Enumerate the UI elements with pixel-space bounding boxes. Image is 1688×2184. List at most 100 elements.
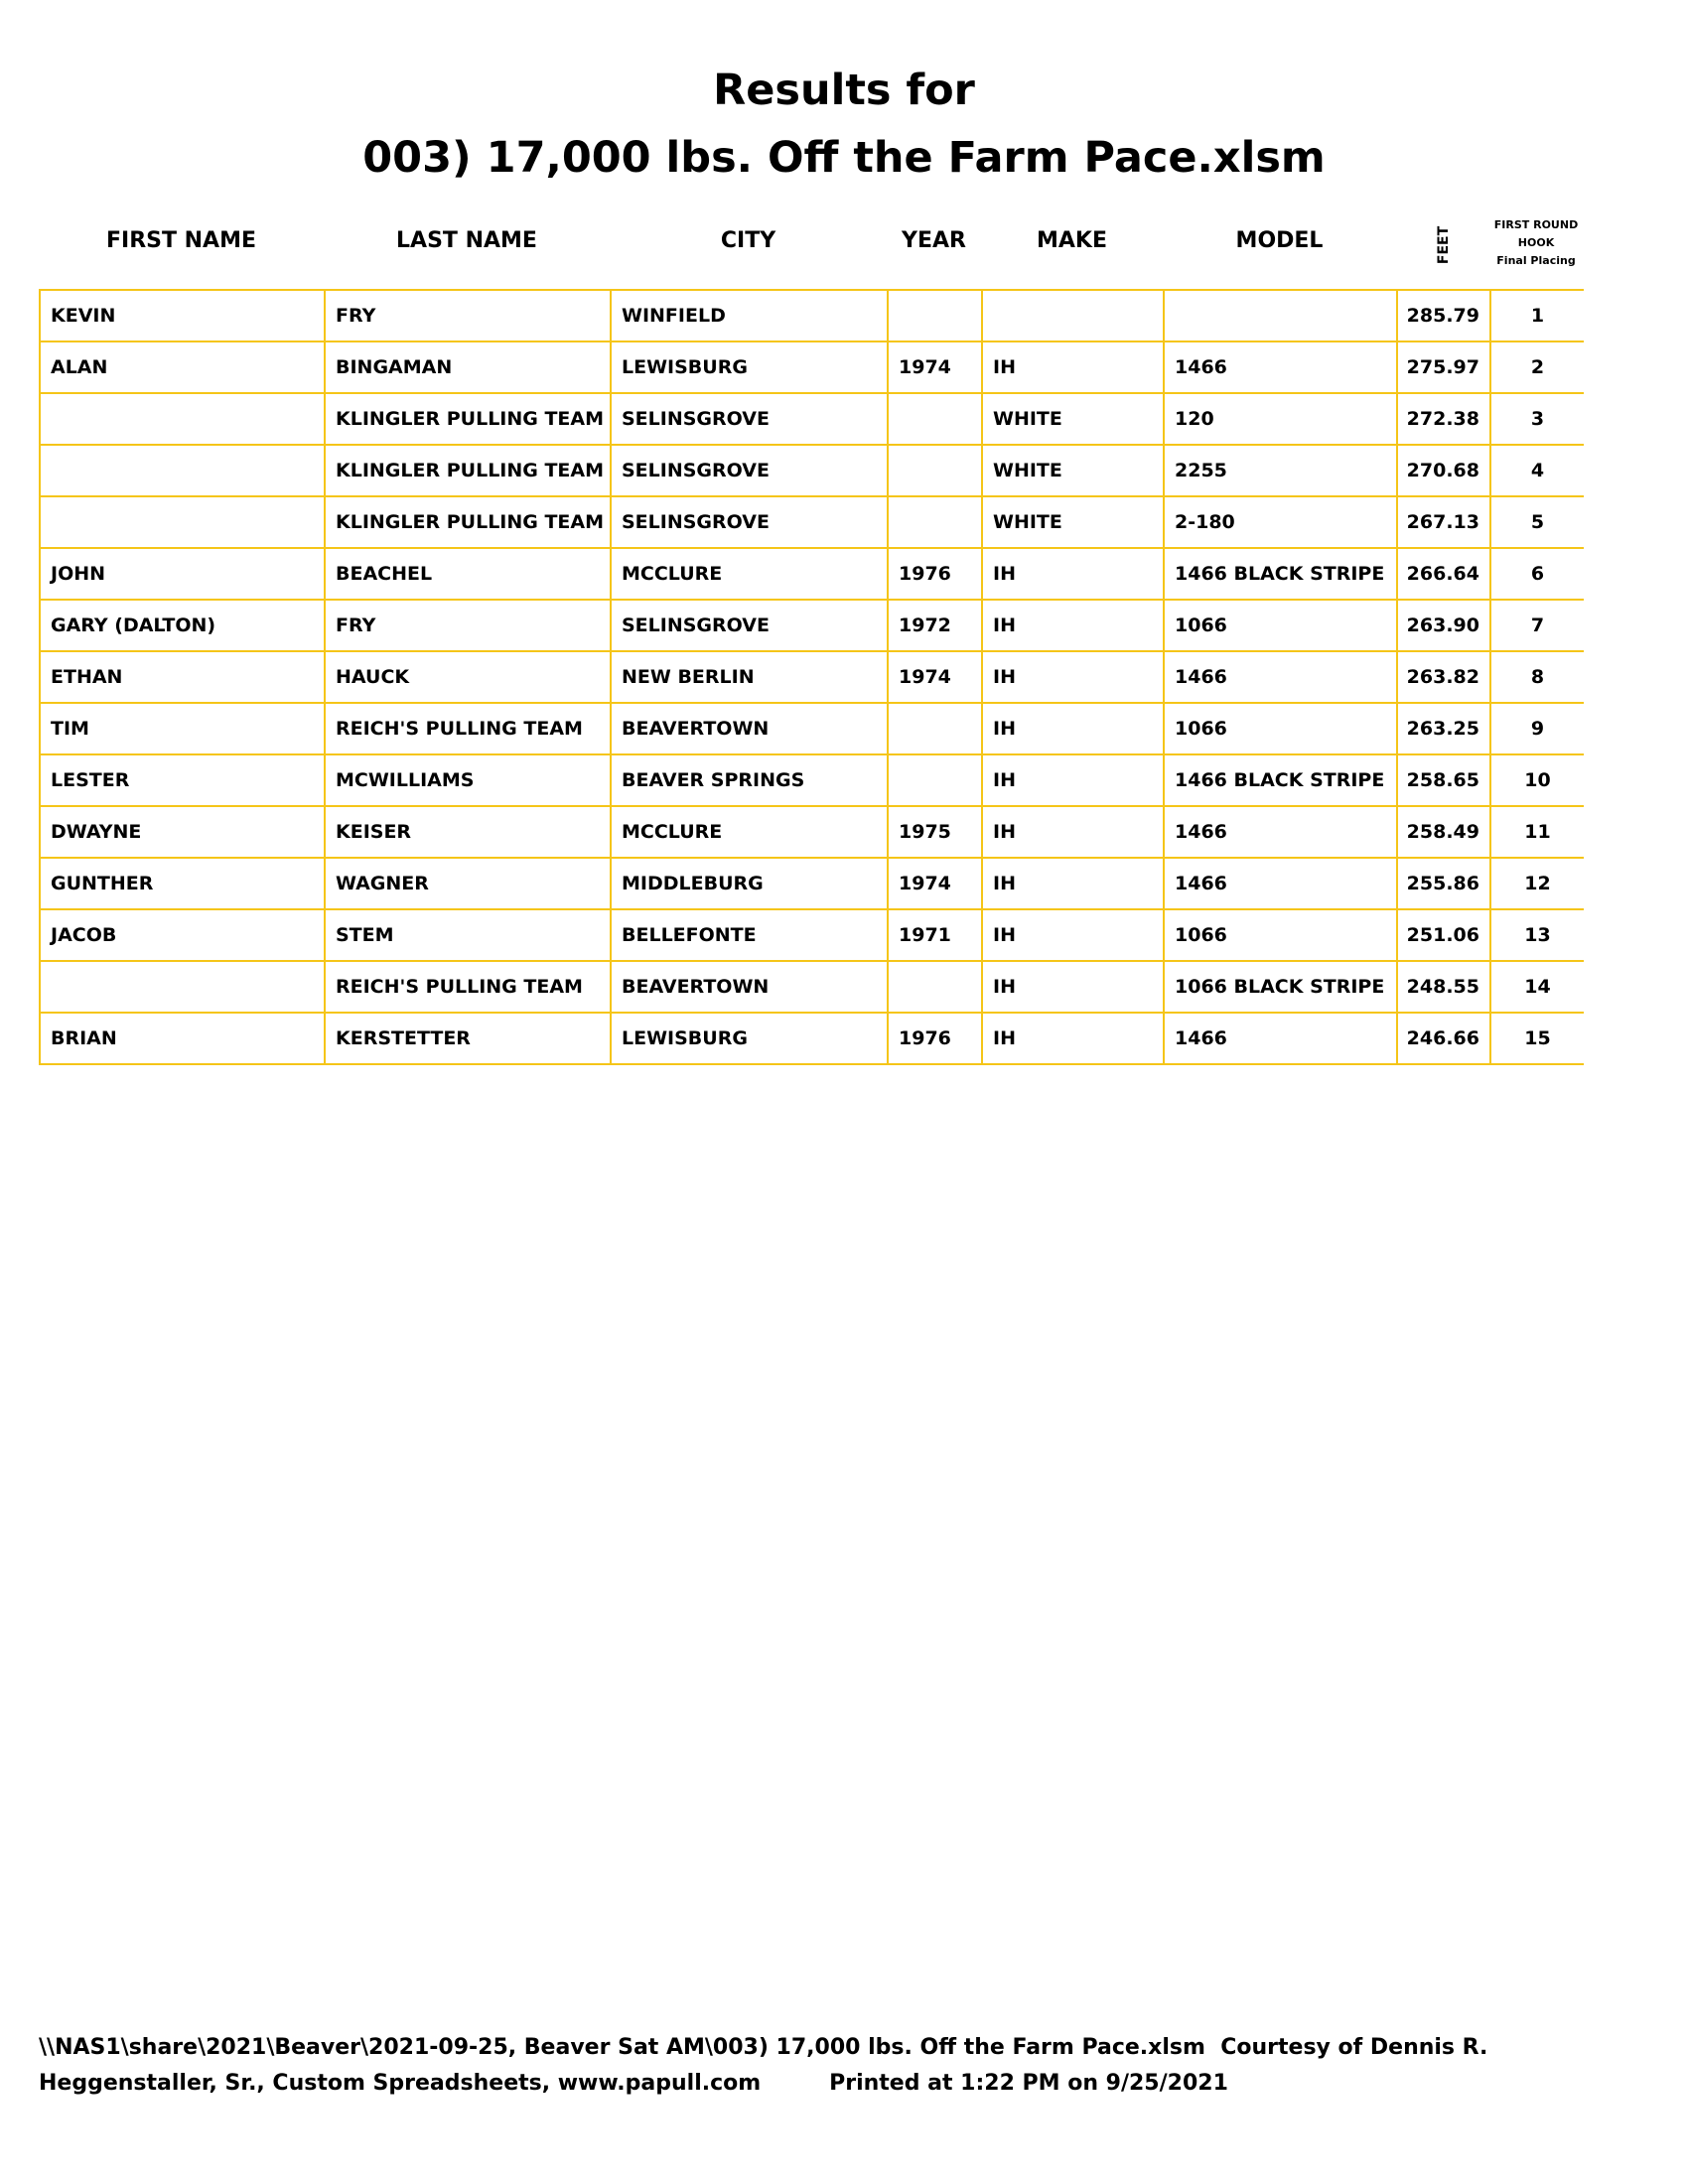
table-row: KLINGLER PULLING TEAM SELINSGROVE WHITE 120…	[39, 392, 1584, 446]
cell-make: IH	[981, 753, 1165, 807]
cell-placing: 8	[1489, 650, 1584, 704]
cell-model: 1066 BLACK STRIPE	[1163, 960, 1398, 1014]
cell-year	[887, 702, 983, 755]
cell-model: 1466	[1163, 650, 1398, 704]
cell-city: SELINSGROVE	[610, 599, 889, 652]
cell-last-name: BEACHEL	[324, 547, 612, 601]
cell-placing: 10	[1489, 753, 1584, 807]
cell-city: MCCLURE	[610, 805, 889, 859]
cell-city: WINFIELD	[610, 289, 889, 342]
cell-first-name: GARY (DALTON)	[39, 599, 326, 652]
cell-city: MIDDLEBURG	[610, 857, 889, 910]
cell-make: IH	[981, 960, 1165, 1014]
cell-last-name: FRY	[324, 599, 612, 652]
cell-year	[887, 289, 983, 342]
cell-feet: 251.06	[1396, 908, 1491, 962]
cell-first-name: BRIAN	[39, 1012, 326, 1065]
cell-year: 1976	[887, 547, 983, 601]
cell-feet: 285.79	[1396, 289, 1491, 342]
cell-feet: 258.65	[1396, 753, 1491, 807]
cell-first-name	[39, 444, 326, 497]
table-row: KLINGLER PULLING TEAM SELINSGROVE WHITE 225…	[39, 444, 1584, 497]
cell-city: SELINSGROVE	[610, 495, 889, 549]
cell-model: 1466	[1163, 857, 1398, 910]
cell-city: BEAVER SPRINGS	[610, 753, 889, 807]
cell-first-name: TIM	[39, 702, 326, 755]
cell-placing: 2	[1489, 341, 1584, 394]
footer-line-1: \\NAS1\share\2021\Beaver\2021-09-25, Bea…	[39, 2035, 1488, 2060]
cell-model: 1066	[1163, 702, 1398, 755]
cell-model: 1466 BLACK STRIPE	[1163, 753, 1398, 807]
cell-year	[887, 753, 983, 807]
cell-placing: 7	[1489, 599, 1584, 652]
cell-year: 1972	[887, 599, 983, 652]
header-feet: FEET	[1424, 220, 1464, 270]
header-placing-line-1: FIRST ROUND	[1493, 218, 1579, 231]
cell-make: IH	[981, 857, 1165, 910]
cell-year	[887, 444, 983, 497]
table-row: GUNTHER WAGNER MIDDLEBURG 1974 IH 1466 255.86 1…	[39, 857, 1584, 910]
cell-placing: 5	[1489, 495, 1584, 549]
cell-model: 1066	[1163, 599, 1398, 652]
cell-feet: 248.55	[1396, 960, 1491, 1014]
cell-first-name: JACOB	[39, 908, 326, 962]
table-row: JOHN BEACHEL MCCLURE 1976 IH 1466 BLACK STRIP…	[39, 547, 1584, 601]
cell-city: LEWISBURG	[610, 341, 889, 394]
cell-first-name	[39, 495, 326, 549]
cell-feet: 266.64	[1396, 547, 1491, 601]
table-row: LESTER MCWILLIAMS BEAVER SPRINGS IH 1466 BLA…	[39, 753, 1584, 807]
table-row: ETHAN HAUCK NEW BERLIN 1974 IH 1466 263.82 8	[39, 650, 1584, 704]
cell-make	[981, 289, 1165, 342]
cell-make: IH	[981, 805, 1165, 859]
cell-placing: 4	[1489, 444, 1584, 497]
cell-placing: 1	[1489, 289, 1584, 342]
cell-feet: 267.13	[1396, 495, 1491, 549]
cell-model: 120	[1163, 392, 1398, 446]
table-row: GARY (DALTON) FRY SELINSGROVE 1972 IH 1066 263…	[39, 599, 1584, 652]
cell-last-name: FRY	[324, 289, 612, 342]
cell-last-name: MCWILLIAMS	[324, 753, 612, 807]
cell-last-name: KLINGLER PULLING TEAM	[324, 495, 612, 549]
cell-first-name: JOHN	[39, 547, 326, 601]
cell-last-name: KEISER	[324, 805, 612, 859]
title-line-1: Results for	[713, 66, 975, 115]
cell-placing: 14	[1489, 960, 1584, 1014]
cell-placing: 13	[1489, 908, 1584, 962]
header-model: MODEL	[1235, 228, 1324, 253]
cell-placing: 3	[1489, 392, 1584, 446]
cell-model: 2255	[1163, 444, 1398, 497]
header-city: CITY	[720, 228, 776, 253]
cell-model: 1466	[1163, 1012, 1398, 1065]
table-row: ALAN BINGAMAN LEWISBURG 1974 IH 1466 275.97 2	[39, 341, 1584, 394]
cell-last-name: REICH'S PULLING TEAM	[324, 960, 612, 1014]
header-feet-text: FEET	[1436, 225, 1452, 265]
cell-year: 1976	[887, 1012, 983, 1065]
header-make: MAKE	[1037, 228, 1107, 253]
cell-last-name: HAUCK	[324, 650, 612, 704]
cell-city: LEWISBURG	[610, 1012, 889, 1065]
cell-feet: 263.82	[1396, 650, 1491, 704]
cell-make: IH	[981, 1012, 1165, 1065]
cell-last-name: BINGAMAN	[324, 341, 612, 394]
cell-make: WHITE	[981, 392, 1165, 446]
table-row: TIM REICH'S PULLING TEAM BEAVERTOWN IH 1066 2…	[39, 702, 1584, 755]
cell-city: BEAVERTOWN	[610, 702, 889, 755]
cell-model: 2-180	[1163, 495, 1398, 549]
footer-line-2: Heggenstaller, Sr., Custom Spreadsheets,…	[39, 2071, 1228, 2096]
cell-model: 1466 BLACK STRIPE	[1163, 547, 1398, 601]
cell-year: 1974	[887, 650, 983, 704]
table-row: JACOB STEM BELLEFONTE 1971 IH 1066 251.06 13	[39, 908, 1584, 962]
cell-feet: 272.38	[1396, 392, 1491, 446]
cell-city: MCCLURE	[610, 547, 889, 601]
cell-year	[887, 392, 983, 446]
results-table: KEVIN FRY WINFIELD 285.79 1 ALAN BINGAMAN LEWIS…	[39, 289, 1584, 1065]
cell-first-name: KEVIN	[39, 289, 326, 342]
cell-feet: 258.49	[1396, 805, 1491, 859]
cell-last-name: STEM	[324, 908, 612, 962]
cell-feet: 255.86	[1396, 857, 1491, 910]
cell-year: 1974	[887, 857, 983, 910]
cell-year: 1975	[887, 805, 983, 859]
cell-make: IH	[981, 908, 1165, 962]
cell-city: BELLEFONTE	[610, 908, 889, 962]
cell-feet: 263.90	[1396, 599, 1491, 652]
